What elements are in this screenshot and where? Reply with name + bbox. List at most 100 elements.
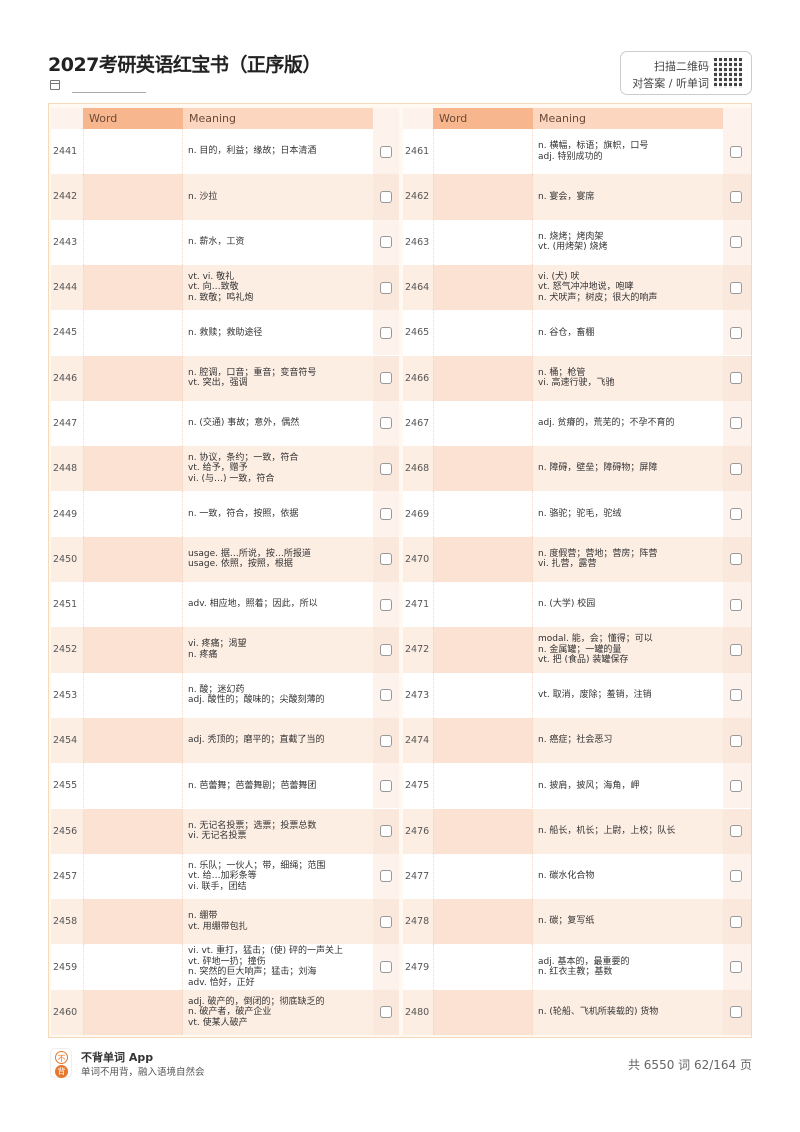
word-cell[interactable] — [83, 129, 183, 175]
word-cell[interactable] — [433, 174, 533, 220]
word-cell[interactable] — [433, 219, 533, 265]
table-row: 2457 n. 乐队；一伙人；带，细绳；范围 vt. 给…加彩条等 vi. 联手… — [51, 853, 399, 900]
word-cell[interactable] — [83, 989, 183, 1035]
word-cell[interactable] — [83, 491, 183, 537]
checkbox[interactable] — [730, 870, 742, 883]
checkbox[interactable] — [380, 734, 392, 747]
checkbox[interactable] — [730, 462, 742, 475]
word-cell[interactable] — [83, 944, 183, 990]
checkbox[interactable] — [730, 145, 742, 158]
word-cell[interactable] — [433, 355, 533, 401]
meaning-cell: vt. vi. 敬礼 vt. 向…致敬 n. 致敬；鸣礼炮 — [188, 271, 254, 303]
word-cell[interactable] — [83, 717, 183, 764]
checkbox[interactable] — [380, 915, 392, 928]
word-number: 2478 — [405, 916, 430, 928]
checkbox[interactable] — [730, 643, 742, 656]
meaning-cell: n. 乐队；一伙人；带，细绳；范围 vt. 给…加彩条等 vi. 联手，团结 — [188, 860, 326, 892]
word-cell[interactable] — [83, 536, 183, 582]
word-cell[interactable] — [433, 627, 533, 673]
checkbox[interactable] — [380, 326, 392, 339]
word-cell[interactable] — [433, 310, 533, 356]
checkbox[interactable] — [730, 553, 742, 566]
checkbox[interactable] — [380, 598, 392, 611]
checkbox[interactable] — [380, 236, 392, 249]
left-panel: Word Meaning 2441 n. 目的，利益；缘故；日本清酒 2442 … — [51, 108, 399, 1035]
word-cell[interactable] — [433, 989, 533, 1035]
word-cell[interactable] — [433, 763, 533, 809]
word-cell[interactable] — [83, 627, 183, 673]
checkbox[interactable] — [380, 462, 392, 475]
logo-top: 不 — [55, 1051, 68, 1064]
word-number: 2471 — [405, 599, 430, 611]
checkbox[interactable] — [380, 190, 392, 203]
table-row: 2458 n. 绷带 vt. 用绷带包扎 — [51, 899, 399, 945]
checkbox[interactable] — [380, 508, 392, 521]
checkbox[interactable] — [730, 734, 742, 747]
word-cell[interactable] — [83, 672, 183, 718]
checkbox[interactable] — [730, 372, 742, 385]
word-cell[interactable] — [433, 853, 533, 900]
word-cell[interactable] — [433, 808, 533, 854]
word-cell[interactable] — [433, 899, 533, 945]
checkbox[interactable] — [380, 281, 392, 294]
meaning-cell: modal. 能，会；懂得；可以 n. 金属罐；一罐的量 vt. 把 (食品) … — [538, 634, 653, 666]
word-number: 2476 — [405, 825, 430, 837]
word-cell[interactable] — [433, 717, 533, 764]
word-cell[interactable] — [83, 174, 183, 220]
checkbox[interactable] — [380, 553, 392, 566]
checkbox[interactable] — [730, 417, 742, 430]
word-cell[interactable] — [83, 808, 183, 854]
table-row: 2460 adj. 破产的，倒闭的；彻底缺乏的 n. 破产者，破产企业 vt. … — [51, 989, 399, 1035]
word-cell[interactable] — [83, 899, 183, 945]
word-cell[interactable] — [83, 400, 183, 447]
word-cell[interactable] — [433, 129, 533, 175]
checkbox[interactable] — [380, 870, 392, 883]
word-cell[interactable] — [433, 446, 533, 492]
word-cell[interactable] — [433, 536, 533, 582]
checkbox[interactable] — [730, 915, 742, 928]
checkbox[interactable] — [380, 643, 392, 656]
checkbox[interactable] — [730, 326, 742, 339]
checkbox[interactable] — [730, 190, 742, 203]
checkbox[interactable] — [380, 1006, 392, 1019]
word-cell[interactable] — [83, 355, 183, 401]
word-number: 2457 — [53, 870, 78, 882]
checkbox[interactable] — [730, 236, 742, 249]
checkbox[interactable] — [730, 825, 742, 838]
word-cell[interactable] — [83, 446, 183, 492]
word-cell[interactable] — [433, 264, 533, 311]
word-cell[interactable] — [83, 582, 183, 628]
checkbox[interactable] — [380, 689, 392, 702]
word-cell[interactable] — [83, 763, 183, 809]
word-cell[interactable] — [433, 582, 533, 628]
checkbox[interactable] — [380, 417, 392, 430]
word-cell[interactable] — [433, 400, 533, 447]
checkbox[interactable] — [730, 281, 742, 294]
word-cell[interactable] — [83, 853, 183, 900]
word-cell[interactable] — [83, 264, 183, 311]
word-cell[interactable] — [433, 672, 533, 718]
checkbox[interactable] — [730, 689, 742, 702]
date-field[interactable] — [72, 92, 146, 93]
checkbox[interactable] — [730, 779, 742, 792]
meaning-cell: vi. 疼痛；渴望 n. 疼痛 — [188, 639, 247, 660]
checkbox[interactable] — [730, 1006, 742, 1019]
word-cell[interactable] — [83, 219, 183, 265]
table-row: 2469 n. 骆驼；驼毛，驼绒 — [403, 491, 751, 537]
checkbox[interactable] — [380, 145, 392, 158]
checkbox[interactable] — [380, 779, 392, 792]
checkbox[interactable] — [730, 598, 742, 611]
checkbox[interactable] — [380, 961, 392, 974]
table-row: 2450 usage. 据…所说，按…所报道 usage. 依照，按照，根据 — [51, 536, 399, 582]
word-cell[interactable] — [83, 310, 183, 356]
table-row: 2465 n. 谷仓，畜棚 — [403, 310, 751, 356]
word-cell[interactable] — [433, 944, 533, 990]
table-row: 2442 n. 沙拉 — [51, 174, 399, 220]
checkbox[interactable] — [380, 825, 392, 838]
checkbox[interactable] — [730, 961, 742, 974]
table-row: 2461 n. 横幅，标语；旗帜，口号 adj. 特别成功的 — [403, 129, 751, 175]
checkbox[interactable] — [380, 372, 392, 385]
word-cell[interactable] — [433, 491, 533, 537]
checkbox[interactable] — [730, 508, 742, 521]
word-number: 2462 — [405, 191, 430, 203]
